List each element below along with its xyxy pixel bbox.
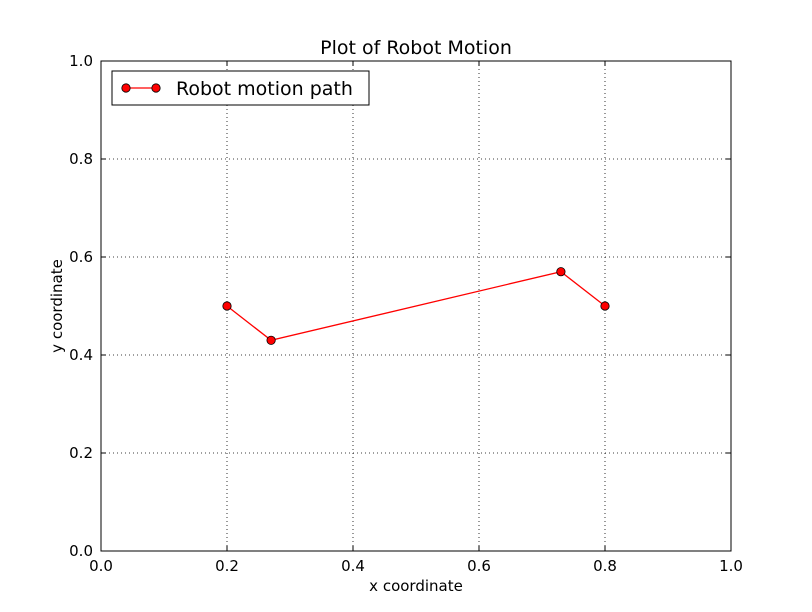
y-tick-label: 1.0 bbox=[69, 52, 93, 70]
data-point bbox=[556, 267, 566, 277]
y-tick-label: 0.6 bbox=[69, 248, 93, 266]
data-point bbox=[600, 301, 610, 311]
x-axis-label: x coordinate bbox=[369, 577, 463, 595]
series-line bbox=[226, 270, 606, 342]
data-point bbox=[266, 335, 276, 345]
legend-label: Robot motion path bbox=[176, 78, 353, 100]
y-tick-label: 0.8 bbox=[69, 150, 93, 168]
y-tick-label: 0.2 bbox=[69, 444, 93, 462]
axis-ticks bbox=[100, 60, 732, 552]
chart-title: Plot of Robot Motion bbox=[320, 37, 512, 59]
x-tick-label: 0.8 bbox=[593, 557, 617, 575]
legend-marker bbox=[121, 83, 131, 93]
legend-marker bbox=[151, 83, 161, 93]
x-tick-label: 0.6 bbox=[467, 557, 491, 575]
y-tick-label: 0.0 bbox=[69, 542, 93, 560]
data-point bbox=[222, 301, 232, 311]
x-tick-label: 0.2 bbox=[215, 557, 239, 575]
x-tick-label: 0.4 bbox=[341, 557, 365, 575]
x-tick-labels: 0.0 0.2 0.4 0.6 0.8 1.0 bbox=[89, 557, 743, 575]
x-tick-label: 1.0 bbox=[719, 557, 743, 575]
plot-area-frame bbox=[100, 60, 732, 552]
y-tick-label: 0.4 bbox=[69, 346, 93, 364]
y-axis-label: y coordinate bbox=[48, 259, 66, 353]
x-tick-label: 0.0 bbox=[89, 557, 113, 575]
legend: Robot motion path bbox=[111, 70, 370, 106]
series-robot-motion-path bbox=[222, 267, 610, 345]
y-tick-labels: 0.0 0.2 0.4 0.6 0.8 1.0 bbox=[69, 52, 93, 560]
